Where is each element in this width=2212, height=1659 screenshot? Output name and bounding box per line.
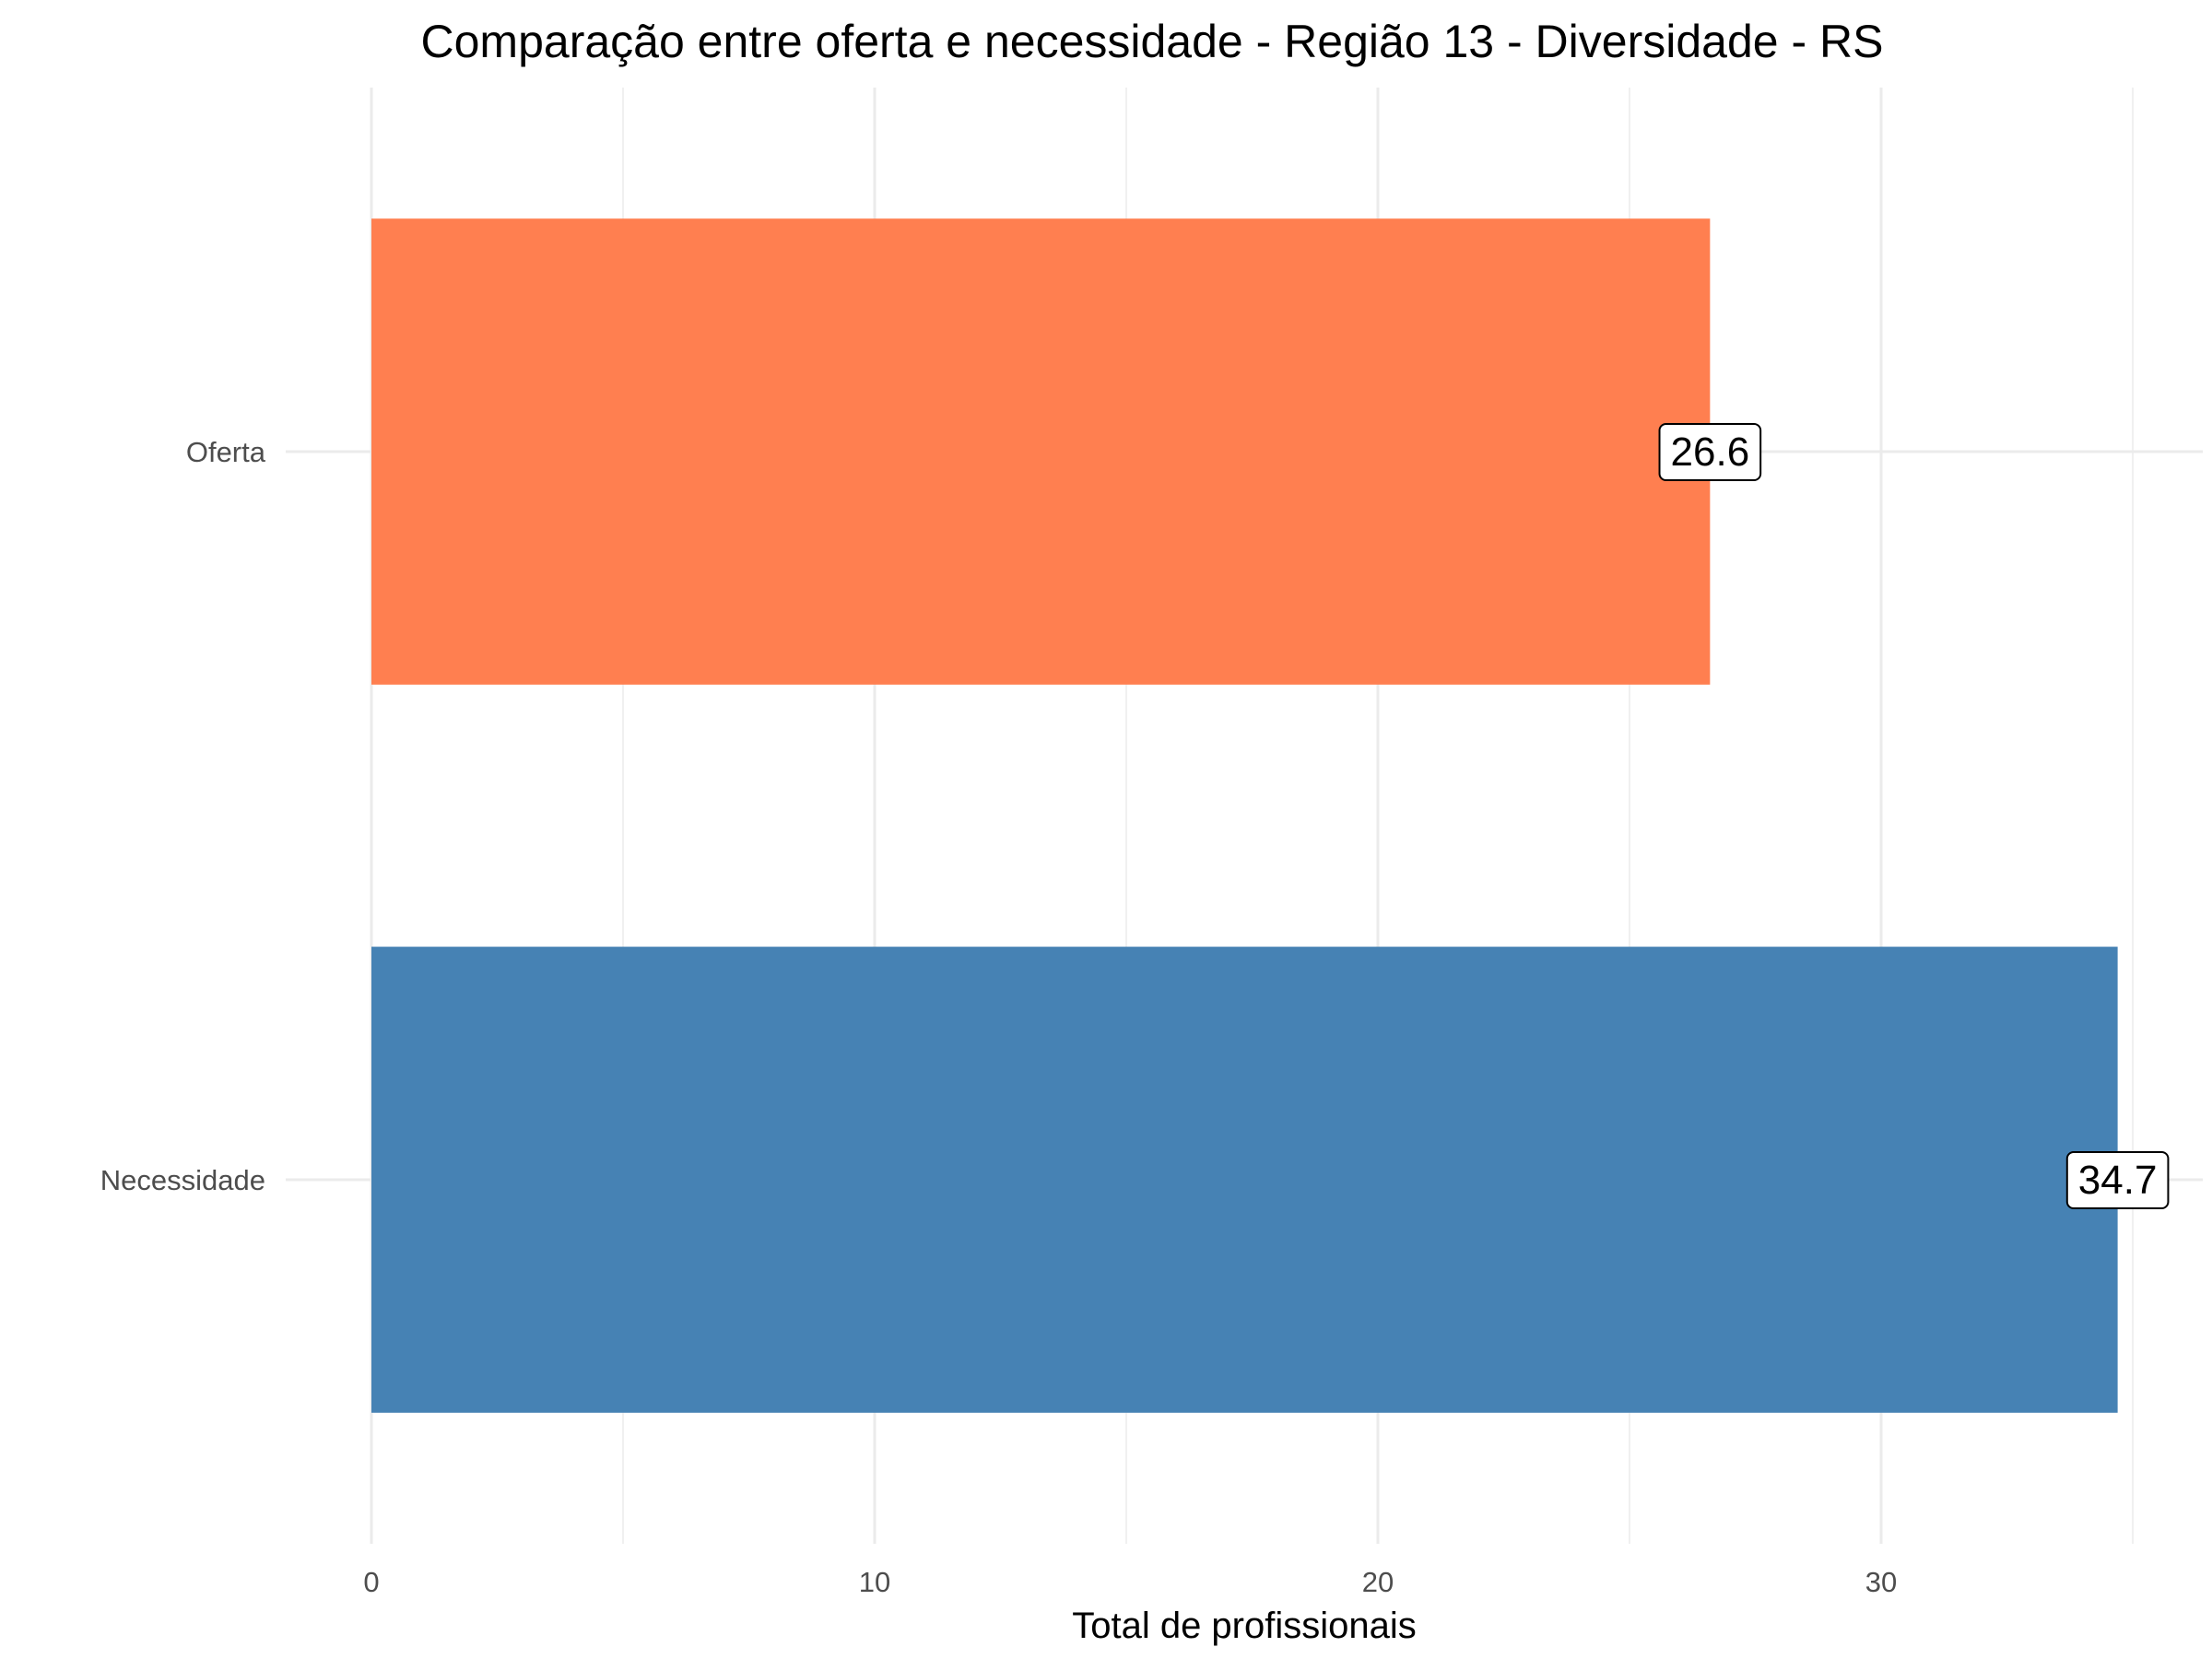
bar-necessidade: [371, 947, 2118, 1413]
data-label-necessidade: 34.7: [2065, 1151, 2170, 1209]
x-axis-ticks: 0 10 20 30: [363, 1566, 1897, 1598]
y-axis-ticks: Oferta Necessidade: [100, 436, 266, 1196]
y-tick-label: Necessidade: [100, 1164, 265, 1196]
bar-oferta: [371, 218, 1711, 685]
x-tick-label: 0: [363, 1566, 379, 1598]
data-label-box: [2065, 1151, 2170, 1209]
y-tick-label: Oferta: [186, 436, 266, 468]
data-label-text: 34.7: [2078, 1158, 2158, 1203]
data-label-oferta: 26.6: [1658, 423, 1762, 481]
x-tick-label: 20: [1362, 1566, 1394, 1598]
data-label-text: 26.6: [1671, 429, 1750, 475]
x-tick-label: 10: [859, 1566, 890, 1598]
data-label-box: [1658, 423, 1762, 481]
bars: [371, 218, 2118, 1413]
data-labels: 26.6 34.7: [1658, 423, 2170, 1209]
chart-title: Comparação entre oferta e necessidade - …: [421, 16, 1884, 67]
x-axis-label: Total de profissionais: [1072, 1606, 1417, 1646]
x-tick-label: 30: [1865, 1566, 1897, 1598]
